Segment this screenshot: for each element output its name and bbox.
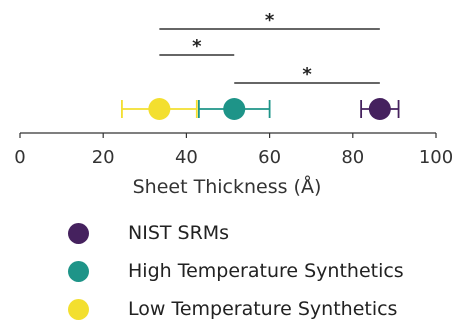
data-points: [121, 98, 400, 120]
data-point: [223, 98, 246, 120]
legend-label: High Temperature Synthetics: [128, 260, 404, 282]
significance-star: *: [265, 10, 275, 31]
x-tick-label: 100: [419, 147, 453, 168]
legend-marker: [68, 299, 89, 320]
significance-brackets: * * *: [159, 10, 380, 85]
x-tick-label: 0: [14, 147, 25, 168]
x-tick-label: 40: [175, 147, 198, 168]
thickness-chart: * * * 0 20 40 60 80 100 Sheet Thickness (Å): [14, 10, 453, 198]
data-point: [368, 98, 391, 120]
legend-marker: [68, 261, 89, 282]
data-point-group: [360, 98, 400, 120]
data-point-group: [197, 98, 271, 120]
data-point-group: [121, 98, 198, 120]
significance-star: *: [302, 64, 312, 85]
legend-marker: [68, 223, 89, 244]
legend-label: Low Temperature Synthetics: [128, 298, 398, 320]
x-tick-label: 60: [258, 147, 281, 168]
x-tick-label: 80: [341, 147, 364, 168]
x-axis-label: Sheet Thickness (Å): [133, 175, 322, 198]
data-point: [148, 98, 171, 120]
significance-star: *: [192, 36, 202, 57]
x-axis: 0 20 40 60 80 100: [14, 132, 453, 168]
legend-label: NIST SRMs: [128, 222, 230, 244]
x-tick-label: 20: [92, 147, 115, 168]
